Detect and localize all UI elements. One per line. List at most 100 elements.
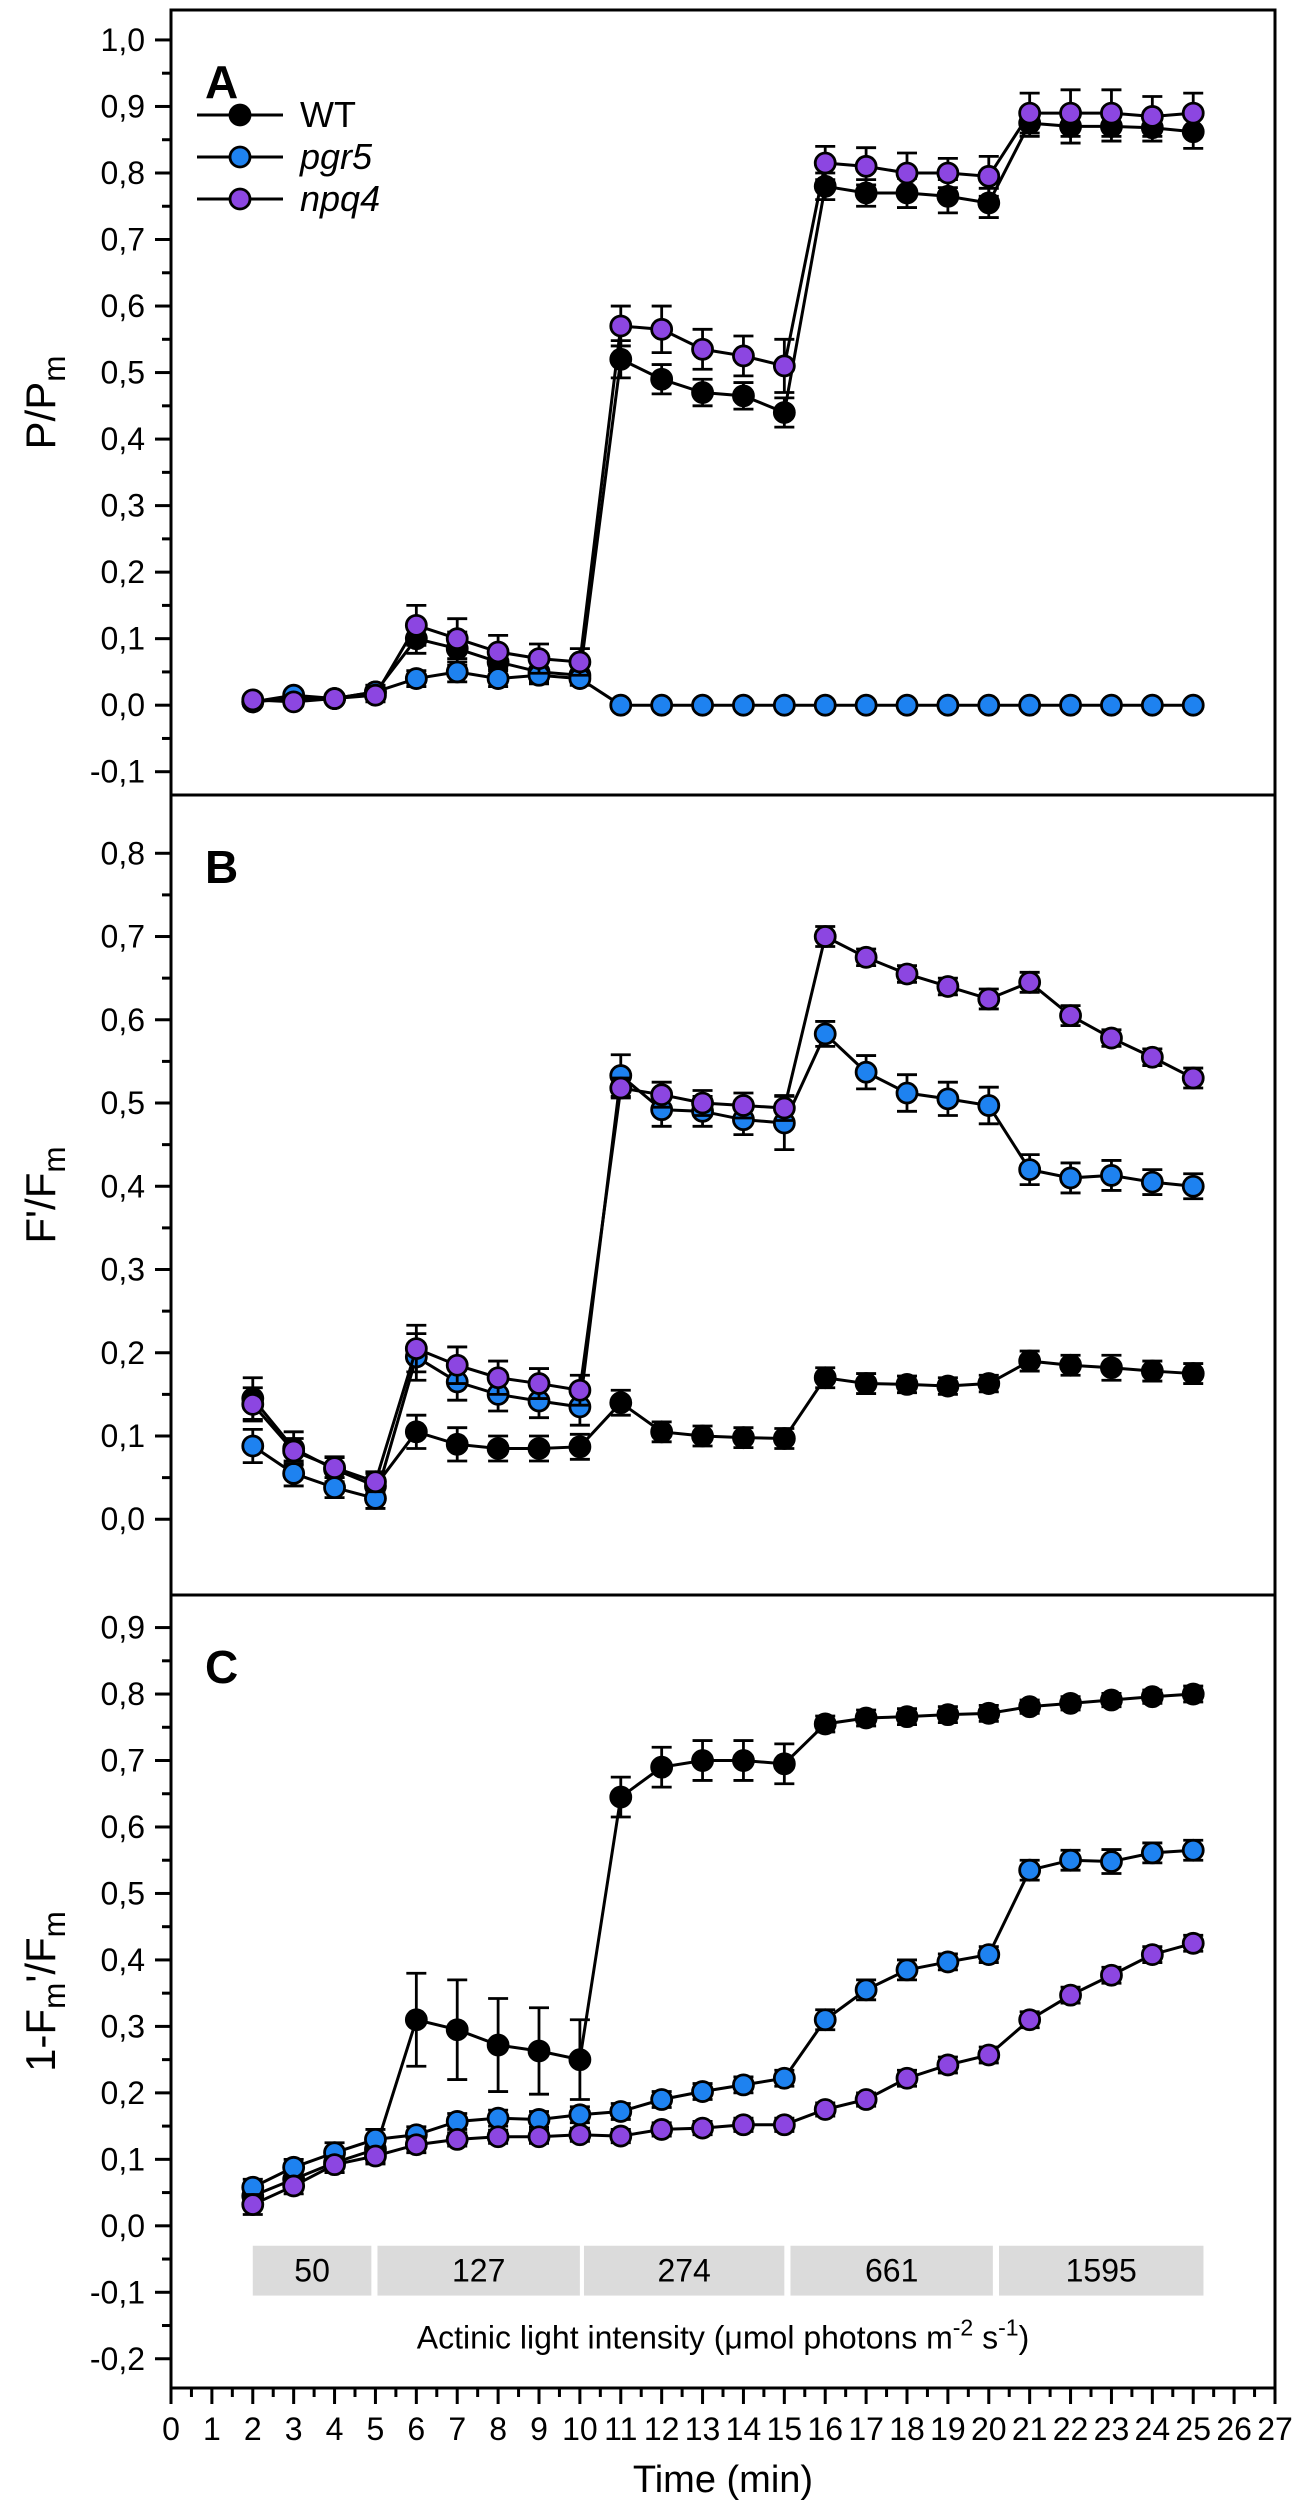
- data-point-npq4: [323, 2153, 346, 2177]
- data-point-pgr5: [282, 1462, 306, 1485]
- data-point-wt: [609, 347, 633, 371]
- data-point-npq4: [609, 2124, 633, 2148]
- data-point-npq4: [1018, 2008, 1042, 2032]
- data-point-npq4: [1181, 101, 1205, 125]
- data-point-npq4: [568, 1378, 592, 1402]
- data-point-wt: [527, 1437, 551, 1460]
- data-point-pgr5: [1181, 693, 1205, 717]
- data-point-pgr5: [732, 2073, 755, 2097]
- series-pgr5: [241, 1838, 1205, 2199]
- data-point-wt: [895, 1705, 919, 1729]
- data-point-npq4: [895, 962, 919, 986]
- panel-letter-C: C: [205, 1641, 238, 1693]
- data-point-pgr5: [609, 2100, 633, 2123]
- data-point-npq4: [977, 2043, 1001, 2067]
- data-point-wt: [1100, 1356, 1123, 1380]
- data-point-npq4: [364, 2144, 387, 2168]
- y-tick-label: 0,8: [101, 155, 145, 191]
- y-tick-label: 0,5: [101, 1085, 145, 1121]
- data-point-wt: [650, 1755, 674, 1779]
- panel-C: 50 127 274 661 1595 Actinic light intensity (…: [17, 1593, 1277, 2390]
- x-tick-label: 7: [448, 2411, 466, 2447]
- data-point-npq4: [1100, 101, 1123, 125]
- y-tick-label: 0,6: [101, 1809, 145, 1845]
- light-band: [377, 2245, 580, 2296]
- data-point-wt: [813, 1366, 837, 1390]
- data-point-pgr5: [1140, 693, 1164, 717]
- data-point-wt: [772, 1752, 796, 1776]
- data-point-pgr5: [813, 693, 837, 717]
- data-point-npq4: [323, 687, 346, 710]
- x-tick-label: 3: [285, 2411, 303, 2447]
- data-point-pgr5: [936, 1087, 960, 1111]
- series-markers: [241, 925, 1205, 1494]
- data-point-wt: [1181, 1362, 1205, 1385]
- data-point-wt: [527, 2039, 551, 2063]
- y-tick-label: 0,7: [101, 1743, 145, 1779]
- data-point-wt: [936, 184, 960, 208]
- data-point-wt: [568, 1435, 592, 1459]
- data-point-npq4: [936, 161, 960, 185]
- y-tick-label: 0,2: [101, 1335, 145, 1371]
- data-point-pgr5: [1100, 1164, 1123, 1187]
- data-point-npq4: [445, 1353, 469, 1377]
- light-band-label: 127: [452, 2253, 505, 2289]
- light-band: [999, 2245, 1204, 2296]
- data-point-pgr5: [1100, 1850, 1123, 1873]
- data-point-wt: [1140, 1685, 1164, 1709]
- data-point-pgr5: [1018, 693, 1042, 717]
- y-tick-label: 0,6: [101, 1002, 145, 1038]
- data-point-wt: [1181, 1682, 1205, 1706]
- light-band-label: 50: [294, 2253, 330, 2289]
- series-npq4: [241, 1931, 1205, 2216]
- x-tick-label: 2: [244, 2411, 262, 2447]
- data-point-npq4: [1059, 1004, 1082, 1028]
- x-tick-label: 5: [367, 2411, 385, 2447]
- data-point-npq4: [732, 2113, 755, 2137]
- data-point-npq4: [772, 1096, 796, 1120]
- data-point-npq4: [1100, 1963, 1123, 1987]
- data-point-pgr5: [486, 2106, 510, 2130]
- data-point-npq4: [241, 1392, 265, 1416]
- data-point-wt: [895, 1372, 919, 1396]
- data-point-npq4: [282, 2174, 306, 2198]
- y-tick-label: 0,1: [101, 2141, 145, 2177]
- data-point-pgr5: [241, 1434, 265, 1458]
- light-band-label: 661: [865, 2253, 918, 2289]
- data-point-wt: [813, 1712, 837, 1736]
- y-tick-label: 0,0: [101, 687, 145, 723]
- y-axis-title-C: 1-Fm'/Fm: [17, 1911, 72, 2072]
- x-tick-label: 6: [407, 2411, 425, 2447]
- y-tick-label: 0,9: [101, 1610, 145, 1646]
- legend-marker: [228, 103, 252, 127]
- data-point-wt: [486, 1437, 510, 1460]
- series-markers: [241, 660, 1205, 717]
- data-point-wt: [568, 2048, 592, 2072]
- data-point-npq4: [977, 164, 1001, 188]
- data-point-pgr5: [895, 1958, 919, 1982]
- data-point-npq4: [1059, 101, 1082, 125]
- x-tick-label: 10: [562, 2411, 598, 2447]
- x-tick-label: 18: [889, 2411, 925, 2447]
- data-point-npq4: [527, 1372, 551, 1395]
- x-tick-label: 14: [726, 2411, 762, 2447]
- y-tick-label: 0,0: [101, 1501, 145, 1537]
- data-point-pgr5: [936, 693, 960, 717]
- light-band: [790, 2245, 993, 2296]
- data-point-wt: [691, 1749, 714, 1772]
- x-tick-label: 4: [326, 2411, 344, 2447]
- legend-marker: [228, 187, 252, 211]
- data-point-wt: [609, 1785, 633, 1809]
- data-point-npq4: [1059, 1983, 1082, 2007]
- data-point-pgr5: [813, 2008, 837, 2032]
- y-tick-label: 0,3: [101, 488, 145, 524]
- x-tick-label: 23: [1094, 2411, 1130, 2447]
- y-tick-label: 0,5: [101, 1875, 145, 1911]
- data-point-wt: [854, 1372, 878, 1395]
- data-point-pgr5: [1140, 1841, 1164, 1865]
- data-point-pgr5: [977, 693, 1001, 717]
- data-point-npq4: [486, 2125, 510, 2149]
- light-intensity-bands: 50 127 274 661 1595 Actinic light intensity (…: [252, 2245, 1204, 2355]
